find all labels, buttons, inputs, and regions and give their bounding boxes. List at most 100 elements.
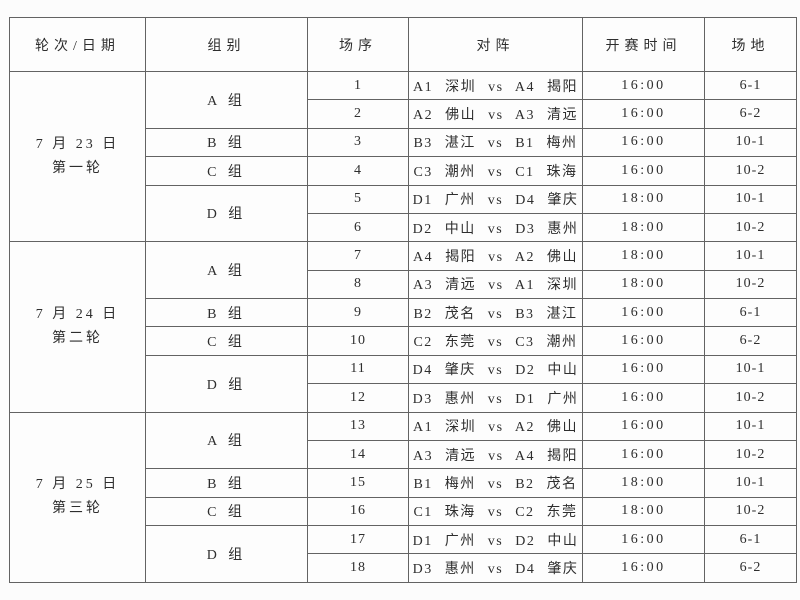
table-row: 8 A3 清远 vs A1 深圳 18:00 10-2 [10, 269, 797, 300]
header-matchup: 对阵 [408, 17, 583, 72]
time-cell: 16:00 [582, 99, 705, 129]
time-cell: 16:00 [582, 354, 705, 385]
match-no-cell: 14 [307, 439, 409, 470]
time-cell: 16:00 [582, 411, 705, 441]
matchup-cell: B3 湛江 vs B1 梅州 [408, 127, 583, 158]
time-cell: 18:00 [582, 468, 705, 498]
match-no-cell: 12 [307, 383, 409, 413]
group-cell: D 组 [145, 354, 308, 413]
venue-cell: 6-1 [704, 524, 797, 555]
venue-cell: 10-2 [704, 212, 797, 243]
date-cell: 7 月 25 日 第三轮 [9, 411, 146, 583]
venue-cell: 10-2 [704, 383, 797, 413]
date-cell: 7 月 23 日 第一轮 [9, 70, 146, 243]
table-row: C 组 16 C1 珠海 vs C2 东莞 18:00 10-2 [10, 496, 797, 527]
header-start-time: 开赛时间 [582, 17, 705, 72]
venue-cell: 10-1 [704, 354, 797, 385]
table-row: 7 月 24 日 第二轮 A 组 7 A4 揭阳 vs A2 佛山 18:00 … [9, 241, 797, 413]
matchup-cell: C2 东莞 vs C3 潮州 [408, 326, 583, 356]
date-cell: 7 月 24 日 第二轮 [9, 241, 146, 413]
venue-cell: 6-2 [704, 326, 797, 356]
schedule-table: 轮次/日期 组别 场序 对阵 开赛时间 场地 7 月 23 日 第一轮 A 组 … [9, 17, 797, 583]
time-cell: 18:00 [582, 212, 705, 243]
venue-cell: 6-1 [704, 297, 797, 328]
time-cell: 18:00 [582, 496, 705, 527]
time-cell: 16:00 [582, 297, 705, 328]
venue-cell: 10-1 [704, 127, 797, 158]
date-text: 7 月 23 日 [35, 136, 120, 152]
match-no-cell: 4 [307, 156, 409, 186]
matchup-cell: C1 珠海 vs C2 东莞 [408, 496, 583, 527]
match-no-cell: 1 [307, 70, 409, 101]
matchup-cell: D3 惠州 vs D1 广州 [408, 383, 583, 413]
round-text: 第三轮 [52, 501, 103, 517]
venue-cell: 10-2 [704, 269, 797, 300]
header-round-date: 轮次/日期 [9, 17, 146, 72]
table-row: 6 D2 中山 vs D3 惠州 18:00 10-2 [10, 212, 797, 243]
group-cell: D 组 [145, 525, 308, 583]
match-no-cell: 10 [307, 326, 409, 356]
date-text: 7 月 24 日 [35, 307, 120, 323]
time-cell: 18:00 [582, 269, 705, 300]
matchup-cell: B2 茂名 vs B3 湛江 [408, 297, 583, 328]
time-cell: 16:00 [582, 553, 705, 583]
match-no-cell: 18 [307, 553, 409, 583]
venue-cell: 10-1 [704, 468, 797, 498]
venue-cell: 10-1 [704, 411, 797, 441]
match-no-cell: 15 [307, 468, 409, 498]
table-row: C 组 10 C2 东莞 vs C3 潮州 16:00 6-2 [10, 326, 797, 356]
time-cell: 16:00 [582, 127, 705, 158]
group-cell: C 组 [145, 496, 308, 527]
header-venue: 场地 [704, 17, 797, 72]
group-cell: C 组 [145, 156, 308, 186]
match-no-cell: 17 [307, 524, 409, 555]
table-row: 18 D3 惠州 vs D4 肇庆 16:00 6-2 [10, 553, 797, 583]
group-cell: B 组 [145, 468, 308, 498]
matchup-cell: A1 深圳 vs A4 揭阳 [408, 70, 583, 101]
table-row: B 组 3 B3 湛江 vs B1 梅州 16:00 10-1 [10, 127, 797, 158]
table-row: D 组 17 D1 广州 vs D2 中山 16:00 6-1 [10, 524, 797, 583]
time-cell: 16:00 [582, 156, 705, 186]
venue-cell: 10-1 [704, 241, 797, 271]
match-no-cell: 8 [307, 269, 409, 300]
group-cell: D 组 [145, 184, 308, 243]
match-no-cell: 5 [307, 184, 409, 214]
time-cell: 18:00 [582, 241, 705, 271]
matchup-cell: A3 清远 vs A4 揭阳 [408, 439, 583, 470]
match-no-cell: 16 [307, 496, 409, 527]
time-cell: 16:00 [582, 383, 705, 413]
table-row: 2 A2 佛山 vs A3 清远 16:00 6-2 [10, 99, 797, 129]
match-no-cell: 11 [307, 354, 409, 385]
time-cell: 16:00 [582, 439, 705, 470]
match-no-cell: 13 [307, 411, 409, 441]
venue-cell: 10-2 [704, 496, 797, 527]
matchup-cell: D1 广州 vs D2 中山 [408, 524, 583, 555]
round-text: 第二轮 [52, 330, 103, 346]
time-cell: 18:00 [582, 184, 705, 214]
group-cell: B 组 [145, 297, 308, 328]
round-text: 第一轮 [52, 160, 103, 176]
matchup-cell: A4 揭阳 vs A2 佛山 [408, 241, 583, 271]
time-cell: 16:00 [582, 524, 705, 555]
match-no-cell: 9 [307, 297, 409, 328]
table-row: D 组 5 D1 广州 vs D4 肇庆 18:00 10-1 [10, 184, 797, 243]
venue-cell: 6-2 [704, 553, 797, 583]
matchup-cell: D1 广州 vs D4 肇庆 [408, 184, 583, 214]
matchup-cell: D3 惠州 vs D4 肇庆 [408, 553, 583, 583]
time-cell: 16:00 [582, 70, 705, 101]
match-no-cell: 3 [307, 127, 409, 158]
venue-cell: 10-1 [704, 184, 797, 214]
table-row: D 组 11 D4 肇庆 vs D2 中山 16:00 10-1 [10, 354, 797, 413]
venue-cell: 10-2 [704, 156, 797, 186]
table-row: B 组 15 B1 梅州 vs B2 茂名 18:00 10-1 [10, 468, 797, 498]
match-no-cell: 2 [307, 99, 409, 129]
matchup-cell: C3 潮州 vs C1 珠海 [408, 156, 583, 186]
matchup-cell: D4 肇庆 vs D2 中山 [408, 354, 583, 385]
table-row: 7 月 23 日 第一轮 A 组 1 A1 深圳 vs A4 揭阳 16:00 … [9, 70, 797, 243]
venue-cell: 6-1 [704, 70, 797, 101]
matchup-cell: B1 梅州 vs B2 茂名 [408, 468, 583, 498]
venue-cell: 6-2 [704, 99, 797, 129]
group-cell: A 组 [145, 411, 308, 470]
table-row: 12 D3 惠州 vs D1 广州 16:00 10-2 [10, 383, 797, 413]
